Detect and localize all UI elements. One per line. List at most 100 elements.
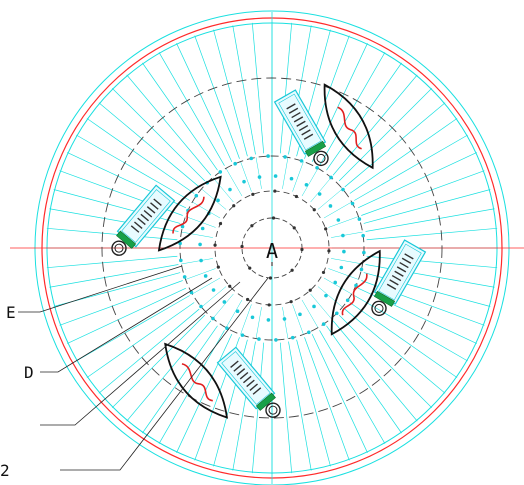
cyan-dot (335, 311, 339, 316)
inner-radial-line (323, 201, 352, 219)
cyan-dot (179, 258, 183, 263)
label-d: D (24, 363, 34, 382)
center-dot (250, 224, 254, 228)
device-ring-inner (316, 153, 326, 163)
radial-line (319, 52, 386, 166)
cyan-dot (211, 288, 216, 292)
label-bottom: 2 (0, 461, 10, 480)
radial-line (126, 74, 212, 176)
radial-lines (46, 22, 498, 474)
cyan-dot (328, 204, 333, 208)
lamp-filament (337, 106, 362, 150)
device-stripe (391, 274, 402, 282)
device-stripe (130, 225, 140, 233)
radial-line (251, 22, 265, 154)
cyan-dot (180, 224, 185, 229)
inner-dot (218, 221, 223, 226)
inner-radial-line (255, 307, 262, 339)
lamp (323, 83, 374, 170)
inner-radial-line (201, 286, 227, 308)
inner-radial-line (181, 231, 213, 238)
device-stripe (389, 279, 399, 286)
lamp (157, 175, 222, 252)
inner-dot (228, 284, 232, 288)
device-stripe (288, 107, 299, 114)
inner-radial-line (185, 268, 216, 280)
radial-line (142, 62, 218, 171)
label-e: E (6, 303, 16, 322)
device-ring (111, 240, 127, 256)
radial-line (304, 337, 350, 461)
cyan-dot (249, 156, 254, 161)
radial-line (349, 302, 458, 378)
device-clip (255, 392, 276, 411)
radial-line (59, 280, 183, 326)
center-dot (271, 216, 276, 220)
device-stripe (291, 111, 301, 119)
device-stripe (249, 383, 258, 391)
device-stripe (140, 213, 149, 222)
cyan-dot (189, 290, 194, 295)
radial-line (176, 43, 233, 163)
radial-line (365, 208, 495, 232)
cyan-dot (199, 258, 203, 263)
device-stripe (143, 209, 153, 218)
cyan-dot (222, 300, 227, 304)
cyan-dot (283, 155, 287, 159)
cyan-dot (342, 249, 346, 254)
device-ring-inner (268, 405, 278, 415)
cyan-dot (354, 283, 358, 288)
radial-line (365, 264, 495, 288)
inner-radial-line (328, 268, 359, 280)
device-stripe (396, 266, 407, 273)
inner-radial-line (310, 177, 332, 203)
lamp (330, 249, 381, 336)
cyan-dot (233, 161, 237, 166)
device-stripe (298, 124, 309, 132)
inner-radial-line (301, 299, 319, 328)
lamp-filament (181, 363, 213, 402)
inner-radial-line (317, 188, 343, 210)
radial-line (111, 314, 206, 409)
cyan-dot (211, 316, 215, 321)
radial-line (344, 308, 446, 394)
inner-radial-line (310, 293, 332, 319)
inner-radial-line (317, 286, 343, 308)
center-dot (248, 266, 252, 270)
radial-line (311, 333, 368, 453)
cyan-dot (304, 182, 309, 187)
inner-dot (312, 208, 316, 212)
device-clip (373, 290, 396, 307)
radial-line (363, 189, 491, 224)
device-clip (304, 140, 327, 157)
device-top-left (111, 175, 222, 256)
inner-dot (267, 303, 271, 307)
radial-line (67, 287, 187, 344)
inner-dot (213, 243, 217, 247)
radial-line (49, 264, 179, 288)
leader-line-e (18, 265, 183, 313)
device-ring (265, 402, 281, 418)
center-dot (290, 268, 294, 272)
dashed-ring-outer (101, 77, 443, 419)
devices (111, 83, 427, 419)
inner-radial-line (331, 258, 363, 265)
device-stripe (236, 368, 246, 376)
inner-radial-line (212, 293, 234, 319)
cyan-dot (282, 317, 287, 321)
radial-line (296, 339, 331, 467)
cyan-dot (336, 218, 341, 222)
cyan-dot (345, 298, 350, 303)
cyan-dot (266, 154, 270, 158)
radial-line (326, 325, 402, 434)
device-stripe (146, 206, 156, 214)
inner-dot (324, 227, 328, 231)
center-dot (300, 247, 304, 252)
center-dot (268, 276, 273, 280)
radial-line (354, 295, 468, 362)
leader-line-d (40, 277, 213, 373)
radial-line (86, 118, 195, 194)
device-clip (116, 230, 137, 249)
device-stripe (296, 120, 306, 127)
